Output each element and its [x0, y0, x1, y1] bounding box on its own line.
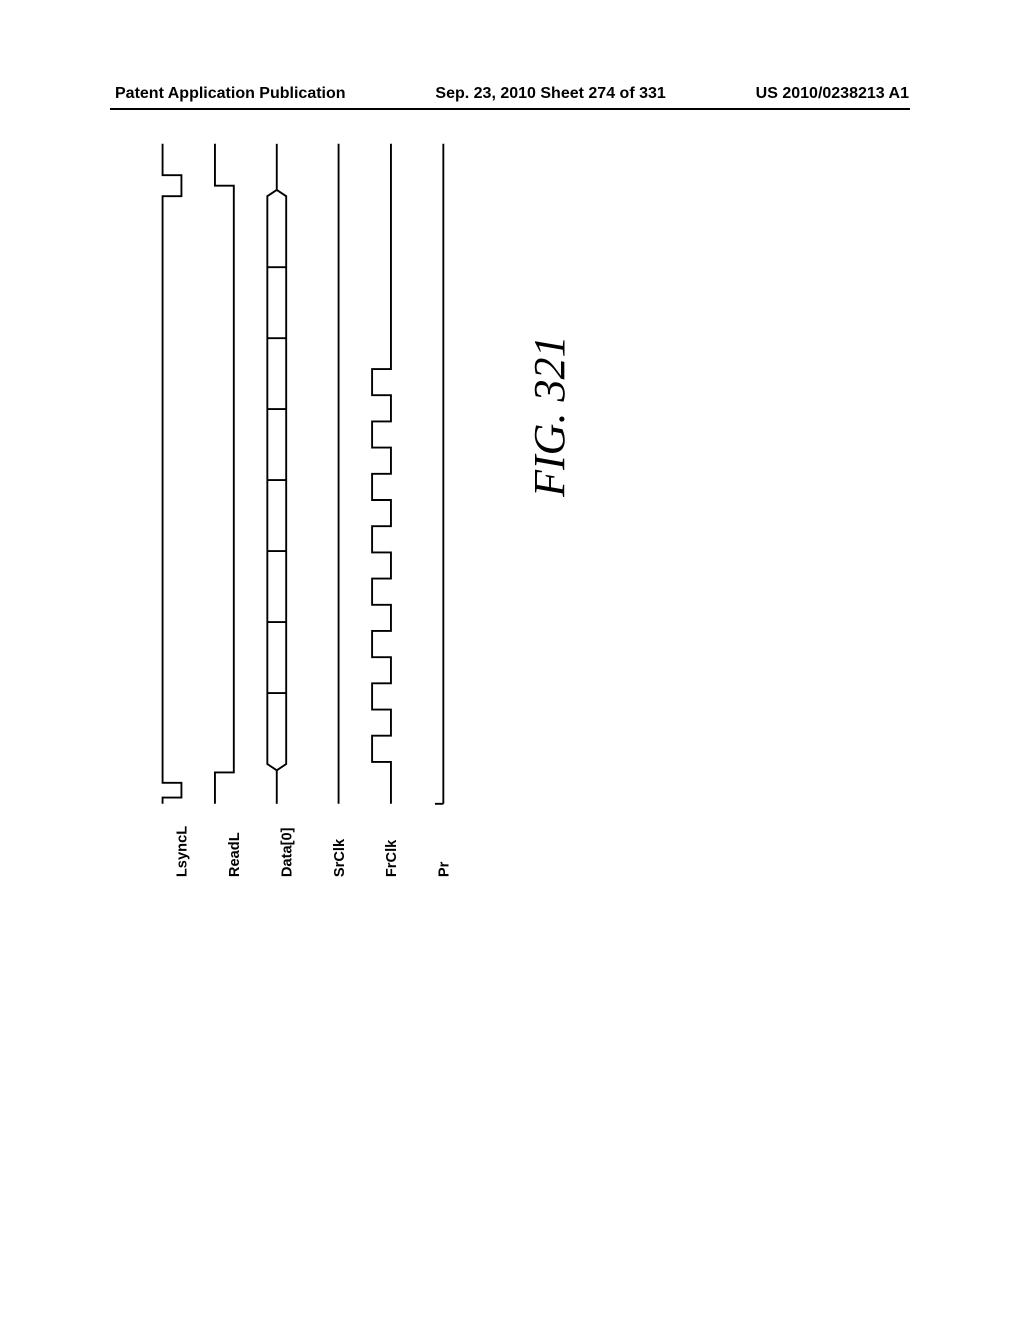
figure-label: FIG. 321: [525, 336, 574, 498]
signal-label-Pr: Pr: [437, 861, 453, 877]
header-right: US 2010/0238213 A1: [756, 85, 909, 103]
signal-label-FrClk: FrClk: [384, 839, 400, 877]
signal-label-LsyncL: LsyncL: [175, 826, 191, 877]
wave-readl: [215, 144, 234, 804]
signal-label-SrClk: SrClk: [332, 838, 348, 877]
wave-lsyncl: [163, 144, 182, 804]
signal-label-Data[0]: Data[0]: [279, 827, 295, 877]
timing-diagram: LsyncL ReadL Data[0] SrClk FrClk Pr FIG. 321: [150, 70, 590, 930]
wave-frclk: [372, 144, 391, 804]
signal-label-ReadL: ReadL: [227, 832, 243, 877]
